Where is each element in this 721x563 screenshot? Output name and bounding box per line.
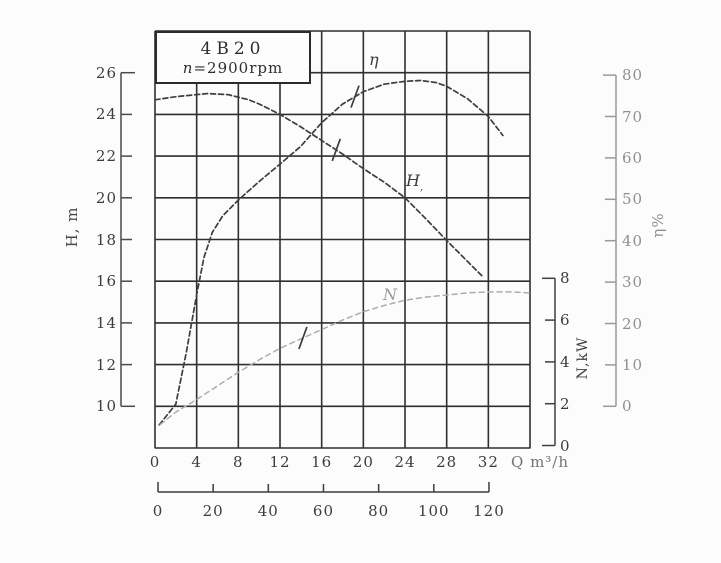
flow-axis-tick-label: 12 <box>269 453 291 471</box>
power-axis <box>542 277 556 447</box>
duty-tick-eff <box>350 85 360 108</box>
flow2-axis <box>157 482 490 493</box>
flow-axis-tick-label: 20 <box>352 453 374 471</box>
head-axis-tick-label: 16 <box>95 272 117 291</box>
title-box: 4B20 n=2900rpm <box>155 31 311 84</box>
speed-value: =2900rpm <box>193 58 284 77</box>
head-curve-label: H, <box>406 171 424 193</box>
eff-axis-tick-label: 50 <box>622 190 644 209</box>
head-curve <box>154 92 484 278</box>
eff-axis-tick-label: 60 <box>622 148 644 167</box>
flow2-axis-tick-label: 80 <box>368 502 390 520</box>
head-axis-tick-label: 22 <box>95 147 117 166</box>
duty-tick-head <box>331 138 342 162</box>
flow-axis-tick-label: 32 <box>477 453 499 471</box>
flow2-axis-tick-label: 100 <box>417 502 450 520</box>
head-axis-tick-label: 14 <box>95 313 117 332</box>
eff-curve <box>158 79 504 426</box>
eff-axis-tick-label: 70 <box>622 107 644 126</box>
eff-axis-tick-label: 30 <box>622 273 644 292</box>
flow2-axis-tick-label: 40 <box>257 502 279 520</box>
eff-axis-tick-label: 80 <box>622 66 644 85</box>
speed-variable: n <box>182 58 194 77</box>
eff-axis-tick-label: 10 <box>622 355 644 374</box>
head-axis-tick-label: 10 <box>95 397 117 416</box>
eff-axis-title: η% <box>649 212 667 238</box>
pump-speed-label: n=2900rpm <box>183 59 283 77</box>
power-axis-tick-label: 6 <box>560 311 571 330</box>
pump-model-label: 4B20 <box>200 38 266 59</box>
head-axis-tick-label: 12 <box>95 355 117 374</box>
power-curve-label: N <box>383 285 397 304</box>
eff-axis-tick-label: 0 <box>622 397 633 416</box>
eff-axis-tick-label: 40 <box>622 231 644 250</box>
flow-axis-tick-label: 8 <box>233 453 244 471</box>
eff-axis <box>603 74 617 408</box>
flow2-axis-tick-label: 0 <box>152 502 164 520</box>
head-axis-tick-label: 24 <box>95 105 117 124</box>
flow-axis-tick-label: 28 <box>436 453 458 471</box>
flow-axis-tick-label: 4 <box>191 453 202 471</box>
eff-curve-label: η <box>369 50 379 69</box>
flow2-axis-tick-label: 60 <box>312 502 335 520</box>
power-curve <box>159 291 531 426</box>
flow2-axis-tick-label: 120 <box>473 502 505 520</box>
flow-axis-tick-label: 0 <box>149 453 161 471</box>
flow-axis-tick-label: 16 <box>311 453 333 471</box>
power-axis-tick-label: 8 <box>560 269 571 288</box>
flow-axis-unit-label: Q m³/h <box>511 453 570 471</box>
head-axis-tick-label: 20 <box>95 188 117 207</box>
head-curve-label-sub: , <box>419 182 424 193</box>
head-axis <box>120 71 135 408</box>
eff-axis-tick-label: 20 <box>622 314 644 333</box>
head-axis-title: H, m <box>63 206 81 248</box>
power-axis-tick-label: 0 <box>560 436 571 455</box>
power-axis-title: N,kW <box>575 336 591 380</box>
power-axis-tick-label: 4 <box>560 352 571 371</box>
duty-tick-power <box>298 326 308 350</box>
head-axis-tick-label: 18 <box>95 230 117 249</box>
flow-axis-tick-label: 24 <box>394 453 416 471</box>
power-axis-tick-label: 2 <box>560 394 571 413</box>
head-axis-tick-label: 26 <box>95 63 117 82</box>
flow2-axis-tick-label: 20 <box>202 502 224 520</box>
